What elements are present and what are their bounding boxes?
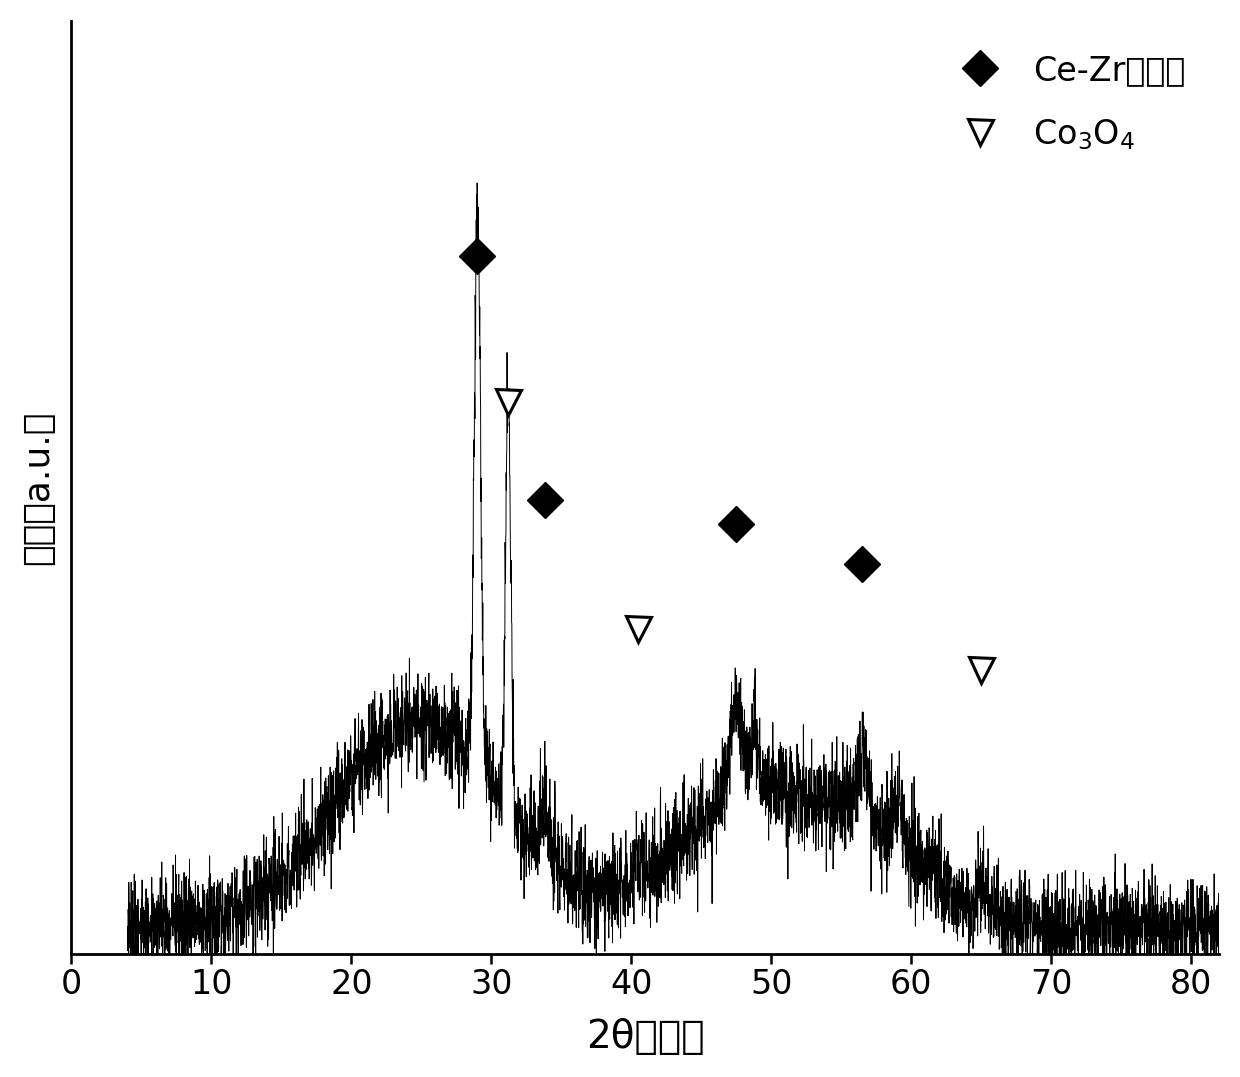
Y-axis label: 强度（a.u.）: 强度（a.u.） — [21, 410, 55, 564]
Legend: Ce-Zr固溶体, Co$_3$O$_4$: Ce-Zr固溶体, Co$_3$O$_4$ — [930, 38, 1203, 168]
X-axis label: 2θ（度）: 2θ（度） — [587, 1018, 704, 1057]
